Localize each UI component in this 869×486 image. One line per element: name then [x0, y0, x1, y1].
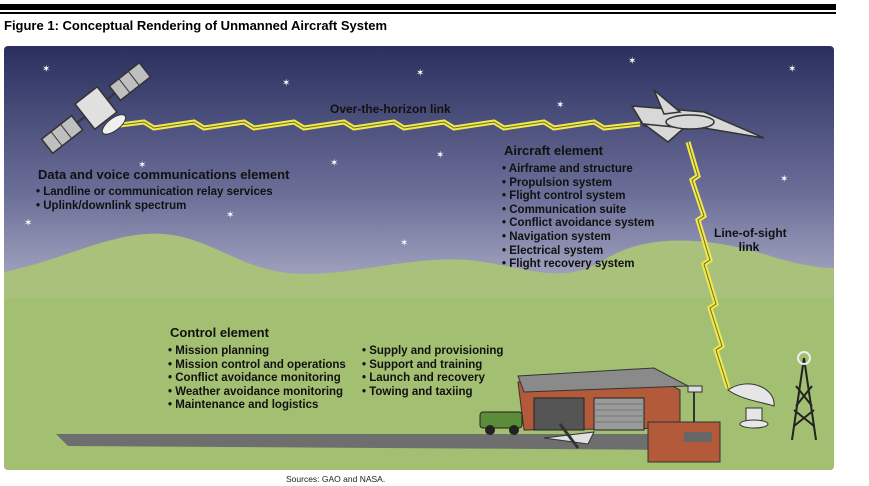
list-item: Landline or communication relay services — [36, 186, 272, 200]
list-item: Mission control and operations — [168, 359, 346, 373]
stars: ✶✶✶ ✶✶✶ ✶✶✶ ✶✶✶ ✶✶ — [24, 56, 796, 249]
figure-title: Figure 1: Conceptual Rendering of Unmann… — [4, 18, 388, 33]
data-voice-list: Landline or communication relay services… — [36, 186, 273, 214]
line-of-sight-label: Line-of-sight link — [714, 226, 787, 254]
svg-text:✶: ✶ — [436, 150, 444, 161]
svg-text:✶: ✶ — [788, 64, 796, 75]
list-item: Towing and taxiing — [362, 386, 503, 400]
data-voice-heading: Data and voice communications element — [38, 167, 290, 182]
list-item: Flight recovery system — [502, 258, 654, 272]
list-item: Supply and provisioning — [362, 345, 503, 359]
list-item: Flight control system — [502, 190, 654, 204]
svg-text:✶: ✶ — [138, 160, 146, 171]
svg-text:✶: ✶ — [780, 174, 788, 185]
aircraft-list: Airframe and structure Propulsion system… — [502, 163, 655, 272]
control-heading: Control element — [170, 325, 269, 340]
parked-aircraft — [543, 423, 595, 449]
list-item: Uplink/downlink spectrum — [36, 200, 273, 214]
control-building — [647, 385, 721, 463]
svg-text:✶: ✶ — [42, 64, 50, 75]
list-item: Launch and recovery — [362, 372, 503, 386]
list-item: Propulsion system — [502, 177, 654, 191]
satellite-dish — [727, 383, 775, 429]
top-rule-thin — [0, 12, 836, 14]
svg-text:✶: ✶ — [400, 238, 408, 249]
list-item: Mission planning — [168, 345, 346, 359]
svg-text:✶: ✶ — [330, 158, 338, 169]
over-horizon-label: Over-the-horizon link — [330, 102, 451, 116]
list-item: Conflict avoidance system — [502, 217, 654, 231]
list-item: Support and training — [362, 359, 503, 373]
radio-tower — [791, 351, 817, 441]
source-note: Sources: GAO and NASA. — [286, 474, 386, 484]
svg-text:✶: ✶ — [628, 56, 636, 67]
list-item: Navigation system — [502, 231, 654, 245]
satellite — [40, 61, 152, 155]
svg-text:✶: ✶ — [416, 68, 424, 79]
hangar — [517, 367, 690, 431]
list-item: Electrical system — [502, 245, 654, 259]
svg-text:✶: ✶ — [282, 78, 290, 89]
aircraft-heading: Aircraft element — [504, 143, 603, 158]
top-rule — [0, 4, 836, 10]
list-item: Weather avoidance monitoring — [168, 386, 346, 400]
svg-text:✶: ✶ — [24, 218, 32, 229]
unmanned-aircraft — [630, 89, 765, 143]
illustration: ✶✶✶ ✶✶✶ ✶✶✶ ✶✶✶ ✶✶ — [4, 46, 834, 470]
list-item: Communication suite — [502, 204, 654, 218]
list-item: Conflict avoidance monitoring — [168, 372, 346, 386]
list-item: Airframe and structure — [502, 163, 654, 177]
svg-text:✶: ✶ — [556, 100, 564, 111]
control-list-left: Mission planning Mission control and ope… — [168, 345, 346, 413]
runway — [56, 434, 704, 450]
vehicle — [479, 411, 523, 435]
svg-text:✶: ✶ — [226, 210, 234, 221]
list-item: Maintenance and logistics — [168, 399, 346, 413]
control-list-right: Supply and provisioning Support and trai… — [362, 345, 503, 399]
